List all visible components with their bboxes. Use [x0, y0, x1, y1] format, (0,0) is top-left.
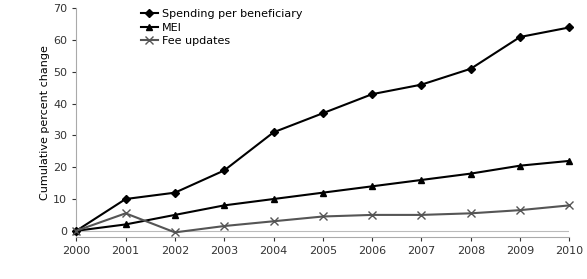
MEI	[467, 172, 474, 175]
MEI	[566, 159, 573, 163]
Spending per beneficiary	[221, 169, 228, 172]
Fee updates	[517, 208, 524, 212]
Fee updates	[467, 212, 474, 215]
MEI	[122, 223, 129, 226]
Line: Spending per beneficiary: Spending per beneficiary	[73, 25, 572, 234]
Legend: Spending per beneficiary, MEI, Fee updates: Spending per beneficiary, MEI, Fee updat…	[141, 9, 303, 46]
Spending per beneficiary	[270, 131, 277, 134]
Spending per beneficiary	[171, 191, 178, 194]
MEI	[418, 178, 425, 182]
Line: MEI: MEI	[73, 157, 573, 234]
Fee updates	[319, 215, 326, 218]
MEI	[517, 164, 524, 167]
Y-axis label: Cumulative percent change: Cumulative percent change	[41, 45, 50, 200]
MEI	[73, 229, 80, 232]
Spending per beneficiary	[73, 229, 80, 232]
Spending per beneficiary	[418, 83, 425, 86]
Fee updates	[566, 204, 573, 207]
Spending per beneficiary	[369, 93, 376, 96]
Spending per beneficiary	[122, 197, 129, 201]
Spending per beneficiary	[566, 26, 573, 29]
MEI	[270, 197, 277, 201]
MEI	[369, 185, 376, 188]
MEI	[221, 204, 228, 207]
Spending per beneficiary	[467, 67, 474, 70]
Spending per beneficiary	[517, 35, 524, 39]
Fee updates	[418, 213, 425, 217]
MEI	[171, 213, 178, 217]
MEI	[319, 191, 326, 194]
Spending per beneficiary	[319, 112, 326, 115]
Fee updates	[73, 229, 80, 232]
Fee updates	[270, 220, 277, 223]
Fee updates	[122, 212, 129, 215]
Fee updates	[221, 224, 228, 228]
Fee updates	[171, 231, 178, 234]
Fee updates	[369, 213, 376, 217]
Line: Fee updates: Fee updates	[72, 201, 573, 237]
